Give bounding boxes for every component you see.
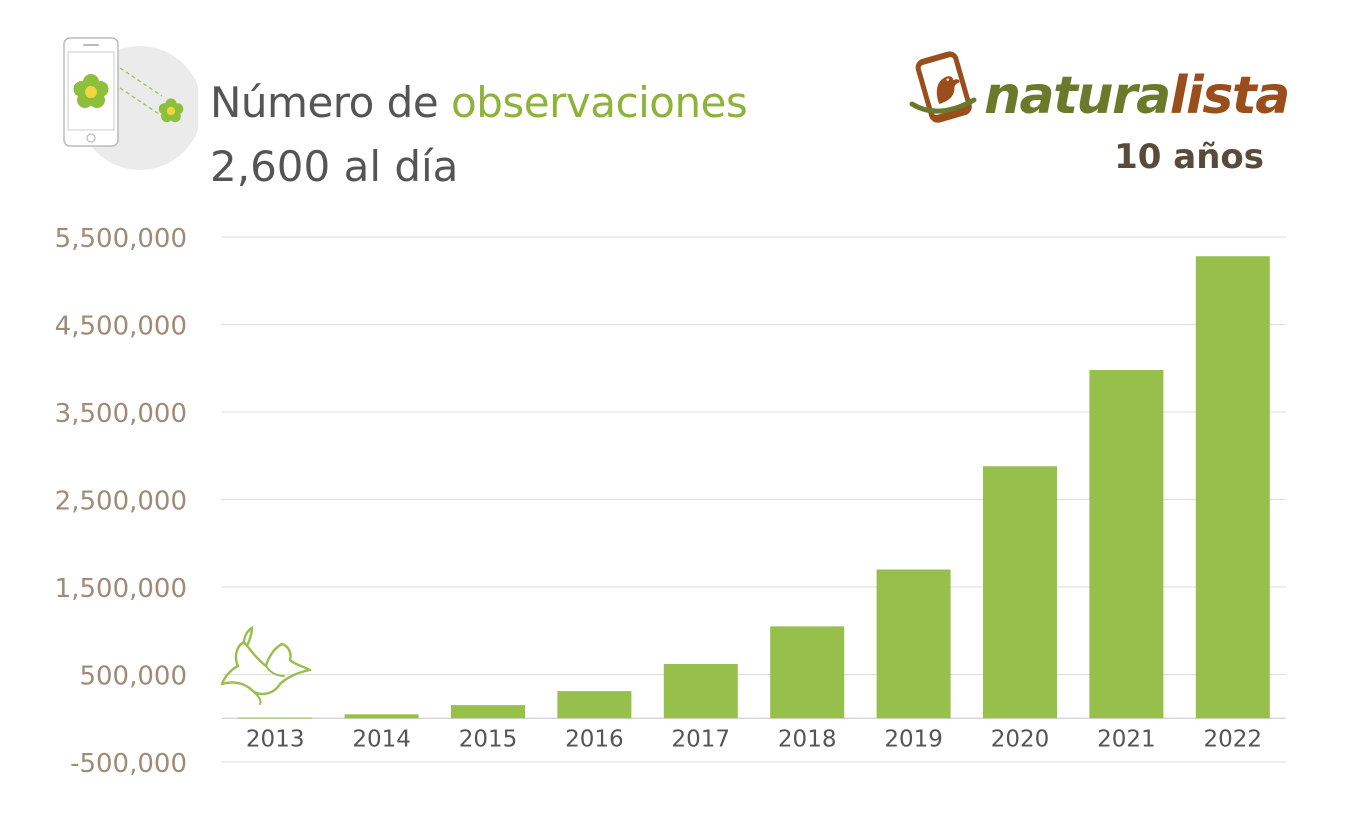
bar-2020 — [983, 466, 1057, 719]
x-tick-label: 2013 — [246, 726, 305, 752]
y-tick-label: 500,000 — [79, 662, 187, 692]
x-tick-label: 2022 — [1204, 726, 1263, 752]
x-tick-label: 2015 — [459, 726, 518, 752]
y-tick-label: 2,500,000 — [55, 487, 187, 517]
page-subtitle: 2,600 al día — [210, 142, 459, 191]
bar-2016 — [557, 691, 632, 719]
y-tick-label: 1,500,000 — [55, 574, 187, 604]
y-tick-label: -500,000 — [70, 749, 187, 779]
bar-2015 — [451, 705, 525, 719]
page-title: Número de observaciones — [210, 78, 748, 127]
brand-name-part2: lista — [1169, 66, 1291, 126]
brand-name: naturalista — [984, 70, 1290, 122]
x-tick-label: 2014 — [352, 726, 411, 752]
title-part2: observaciones — [451, 78, 748, 127]
title-part1: Número de — [210, 78, 439, 127]
x-tick-label: 2021 — [1097, 726, 1156, 752]
brand-name-part1: natura — [984, 66, 1171, 126]
bar-2014 — [344, 714, 419, 719]
naturalista-logo-icon — [909, 51, 977, 123]
bar-2019 — [876, 569, 951, 719]
phone-icon — [63, 37, 198, 170]
bar-2018 — [770, 626, 845, 719]
y-tick-label: 3,500,000 — [55, 399, 187, 429]
flower-icon — [73, 74, 109, 108]
x-tick-label: 2018 — [778, 726, 837, 752]
brand-logo: naturalista 10 años — [908, 48, 1290, 188]
x-tick-label: 2016 — [565, 726, 624, 752]
x-tick-label: 2020 — [991, 726, 1050, 752]
bar-2017 — [663, 664, 738, 719]
bar-2013 — [238, 717, 313, 719]
bar-2022 — [1195, 256, 1270, 719]
y-tick-label: 5,500,000 — [55, 224, 187, 254]
y-tick-label: 4,500,000 — [55, 312, 187, 342]
bar-2021 — [1089, 370, 1164, 719]
bird-icon — [220, 626, 312, 705]
brand-tagline: 10 años — [1114, 137, 1264, 177]
x-tick-label: 2017 — [672, 726, 731, 752]
x-tick-label: 2019 — [884, 726, 943, 752]
